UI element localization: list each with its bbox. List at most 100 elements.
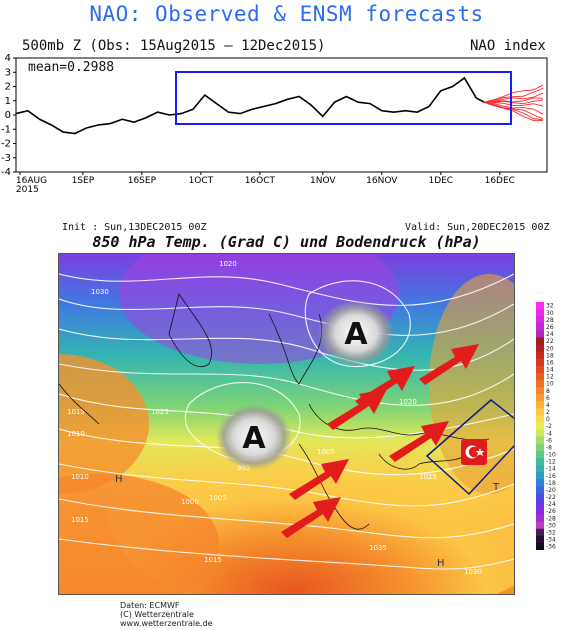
colorbar-tick-label: 32 — [546, 303, 554, 310]
colorbar-tick-label: -12 — [546, 459, 556, 466]
high-pressure-atlantic: A — [216, 404, 292, 470]
x-tick-label: 16OCT — [245, 176, 276, 186]
contour-label: 1025 — [419, 473, 437, 481]
colorbar-tick-label: -6 — [546, 437, 552, 444]
wind-arrow — [419, 344, 479, 385]
colorbar-swatch — [536, 394, 544, 402]
plot-frame — [15, 57, 548, 173]
colorbar-tick-label: 6 — [546, 395, 550, 402]
colorbar-swatch — [536, 486, 544, 494]
colorbar-swatch — [536, 422, 544, 431]
colorbar-tick-label: -8 — [546, 444, 552, 451]
highlight-box — [175, 71, 512, 125]
contour-labels: 1025 1020 1015 1010 1005 1000 995 1030 1… — [67, 260, 482, 576]
contour-label: 1015 — [67, 408, 85, 416]
colorbar-tick-label: 24 — [546, 331, 554, 338]
region-letter: H — [115, 474, 123, 485]
colorbar-swatch — [536, 323, 544, 331]
colorbar-swatch — [536, 316, 544, 324]
colorbar-swatch — [536, 351, 544, 360]
colorbar-tick-label: 14 — [546, 367, 554, 374]
colorbar-tick-label: -26 — [546, 508, 556, 515]
colorbar-tick-label: 12 — [546, 374, 554, 381]
colorbar-tick-label: 22 — [546, 338, 554, 345]
credit-line: (C) Wetterzentrale — [120, 610, 194, 619]
high-pressure-scandinavia: A — [318, 300, 394, 366]
ensemble-member-line — [483, 101, 544, 120]
colorbar-tick-label: -20 — [546, 487, 556, 494]
colorbar-tick-label: -14 — [546, 466, 556, 473]
x-tick-label: 16DEC — [485, 176, 515, 186]
colorbar-tick-label: -4 — [546, 430, 552, 437]
y-tick-label: -1 — [1, 124, 11, 135]
high-symbol: A — [242, 421, 266, 456]
colorbar-swatch — [536, 493, 544, 501]
region-letter: H — [437, 558, 445, 569]
observed-series-line — [15, 76, 485, 135]
colorbar-tick-label: -22 — [546, 494, 556, 501]
contour-label: 1035 — [369, 544, 387, 552]
credit-line: Daten: ECMWF — [120, 601, 180, 610]
colorbar-tick-label: 30 — [546, 310, 554, 317]
x-tick-label: 1NOV — [310, 176, 336, 186]
colorbar-swatch — [536, 365, 544, 374]
y-tick-label: 4 — [5, 53, 11, 64]
wind-arrow — [355, 366, 415, 407]
colorbar-tick-label: 2 — [546, 409, 550, 416]
colorbar-tick-label: -36 — [546, 544, 556, 550]
colorbar-swatch — [536, 443, 544, 452]
colorbar-swatch — [536, 436, 544, 445]
colorbar-swatch — [536, 408, 544, 416]
map-canvas: 1025 1020 1015 1010 1005 1000 995 1030 1… — [59, 254, 514, 594]
nao-chart-subtitle: 500mb Z (Obs: 15Aug2015 – 12Dec2015) — [22, 38, 326, 54]
contour-label: 1030 — [91, 288, 109, 296]
colorbar-swatch — [536, 330, 544, 338]
ensemble-member-line — [484, 97, 544, 103]
colorbar-swatch — [536, 387, 544, 395]
colorbar-tick-label: -34 — [546, 537, 556, 544]
colorbar-swatch — [536, 472, 544, 480]
warm-region-atlantic — [59, 354, 149, 494]
contour-label: 1030 — [464, 568, 482, 576]
nao-chart-title: NAO: Observed & ENSM forecasts — [89, 2, 484, 26]
contour-label: 1020 — [399, 398, 417, 406]
high-symbol: A — [344, 317, 368, 352]
colorbar-tick-label: -28 — [546, 515, 556, 522]
colorbar-swatch — [536, 415, 544, 423]
temperature-colorbar: 32302826242220181614121086420-2-4-6-8-10… — [536, 302, 556, 550]
nao-index-label: NAO index — [470, 38, 546, 54]
colorbar-tick-label: 18 — [546, 352, 554, 359]
ensemble-member-line — [483, 87, 544, 103]
y-tick-label: -4 — [1, 167, 11, 178]
warm-region-sw — [59, 474, 219, 594]
ensemble-member-line — [483, 84, 544, 103]
colorbar-swatch — [536, 379, 544, 388]
turkey-box — [425, 399, 514, 496]
colorbar-tick-label: -16 — [546, 473, 556, 480]
ensemble-member-line — [484, 101, 544, 115]
colorbar-tick-label: 10 — [546, 381, 554, 388]
colorbar-tick-label: -24 — [546, 501, 556, 508]
colorbar-swatch — [536, 521, 544, 530]
warm-region-east — [429, 274, 514, 494]
ensemble-member-line — [484, 99, 544, 105]
x-tick-label: 1OCT — [189, 176, 214, 186]
colorbar-swatch — [536, 337, 544, 346]
valid-time-label: Valid: Sun,20DEC2015 00Z — [405, 222, 550, 233]
colorbar-tick-label: -10 — [546, 452, 556, 459]
nao-axes — [13, 57, 548, 175]
temperature-map: 1025 1020 1015 1010 1005 1000 995 1030 1… — [58, 253, 515, 595]
colorbar-swatch — [536, 457, 544, 466]
colorbar-swatch — [536, 309, 544, 317]
y-tick-label: 1 — [5, 96, 11, 107]
contour-label: 1010 — [67, 430, 85, 438]
colorbar-swatch — [536, 507, 544, 516]
credit-line: www.wetterzentrale.de — [120, 619, 213, 628]
wind-arrow — [281, 497, 341, 538]
colorbar-swatch — [536, 542, 544, 550]
ensemble-member-line — [484, 101, 544, 107]
colorbar-tick-label: 4 — [546, 402, 550, 409]
wind-arrows — [281, 344, 479, 538]
colorbar-swatch — [536, 464, 544, 473]
